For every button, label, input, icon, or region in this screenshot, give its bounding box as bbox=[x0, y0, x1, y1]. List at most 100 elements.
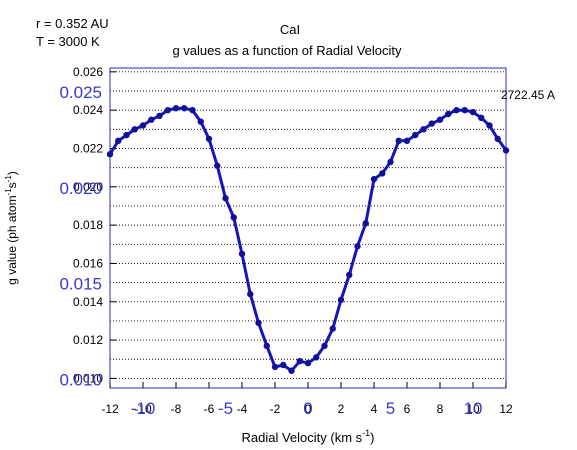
data-point bbox=[156, 112, 163, 120]
x-axis-ticks: -12 -10 -8 -6 -4 -2 0 2 4 6 8 10 12 bbox=[101, 382, 513, 416]
data-point bbox=[461, 106, 468, 114]
y-axis-label-close: ) bbox=[5, 171, 19, 175]
x-axis-label-close: ) bbox=[370, 430, 374, 445]
y-tick-label: 0.010 bbox=[73, 371, 103, 385]
y-axis-label-sup: -1 bbox=[4, 188, 13, 196]
data-point bbox=[362, 220, 369, 227]
data-point bbox=[337, 296, 345, 304]
chart-subtitle: g values as a function of Radial Velocit… bbox=[172, 43, 402, 58]
data-point bbox=[263, 342, 270, 350]
data-point bbox=[478, 114, 485, 122]
data-point bbox=[123, 131, 130, 139]
y-tick-label: 0.012 bbox=[73, 333, 103, 347]
data-point bbox=[288, 367, 295, 374]
data-point bbox=[412, 131, 419, 139]
x-tick-label: -8 bbox=[171, 402, 182, 416]
data-point bbox=[354, 243, 361, 250]
x-tick-label: 10 bbox=[466, 402, 480, 416]
data-point bbox=[486, 122, 493, 129]
series-markers bbox=[106, 105, 510, 374]
data-point bbox=[115, 137, 122, 145]
data-point bbox=[296, 357, 303, 365]
data-point bbox=[131, 126, 138, 133]
chart-title: CaI bbox=[280, 22, 300, 37]
data-point bbox=[106, 151, 114, 158]
overlay-y-tick-label: 0.010 bbox=[59, 370, 102, 389]
data-point bbox=[148, 116, 155, 123]
data-point bbox=[181, 105, 188, 112]
data-point bbox=[139, 122, 147, 129]
data-point bbox=[271, 363, 279, 371]
x-axis-label: Radial Velocity (km s-1) bbox=[241, 428, 374, 445]
data-point bbox=[453, 106, 460, 114]
data-point bbox=[189, 106, 196, 114]
data-point bbox=[420, 126, 427, 133]
x-axis-label-text: Radial Velocity (km s bbox=[241, 430, 362, 445]
overlay-y-tick-label: 0.025 bbox=[59, 83, 102, 102]
data-point bbox=[329, 325, 336, 332]
data-point bbox=[205, 135, 213, 143]
overlay-x-tick-label: 0 bbox=[303, 399, 312, 418]
wavelength-annotation: 2722.45 A bbox=[501, 88, 555, 102]
data-point bbox=[164, 106, 171, 114]
data-point bbox=[395, 137, 402, 145]
x-tick-label: -12 bbox=[101, 402, 119, 416]
temperature-annotation: T = 3000 K bbox=[36, 34, 100, 49]
data-point bbox=[387, 158, 394, 166]
y-axis-ticks: 0.010 0.012 0.014 0.016 0.018 0.020 0.022 0.024… bbox=[73, 65, 116, 385]
y-tick-label: 0.024 bbox=[73, 103, 103, 117]
overlay-x-tick-label: 5 bbox=[386, 399, 395, 418]
data-point bbox=[247, 290, 254, 298]
y-tick-label: 0.026 bbox=[73, 65, 103, 79]
data-point bbox=[304, 359, 312, 367]
data-point bbox=[379, 170, 386, 177]
data-point bbox=[238, 250, 246, 258]
y-tick-label: 0.014 bbox=[73, 295, 103, 309]
series-line bbox=[108, 106, 508, 373]
data-point bbox=[321, 342, 328, 350]
overlay-axis-ticks: 0.010 0.015 0.020 0.025 -10 -5 0 5 10 bbox=[59, 83, 482, 418]
data-point bbox=[222, 195, 229, 202]
x-tick-label: 4 bbox=[371, 402, 378, 416]
y-axis-label: g value (ph atom-1s-1) bbox=[4, 171, 19, 285]
data-point bbox=[445, 110, 452, 118]
x-tick-label: 12 bbox=[499, 402, 513, 416]
overlay-y-tick-label: 0.020 bbox=[59, 179, 102, 198]
data-point bbox=[469, 108, 477, 116]
x-tick-label: 8 bbox=[437, 402, 444, 416]
data-point bbox=[502, 147, 510, 154]
distance-annotation: r = 0.352 AU bbox=[36, 16, 109, 31]
y-tick-label: 0.022 bbox=[73, 141, 103, 155]
grid-lines bbox=[110, 71, 506, 379]
data-point bbox=[255, 319, 262, 327]
x-tick-label: 2 bbox=[338, 402, 345, 416]
y-tick-label: 0.018 bbox=[73, 218, 103, 232]
data-point bbox=[428, 120, 435, 127]
series-line-layer bbox=[108, 106, 508, 373]
data-point bbox=[436, 116, 444, 123]
x-tick-label: -2 bbox=[270, 402, 281, 416]
y-axis-label-mid: s bbox=[5, 182, 19, 188]
data-point bbox=[346, 271, 353, 279]
x-tick-label: -6 bbox=[204, 402, 215, 416]
overlay-x-tick-label: -5 bbox=[218, 399, 233, 418]
data-point bbox=[172, 105, 180, 112]
overlay-x-tick-label: 10 bbox=[464, 399, 483, 418]
x-axis-label-sup: -1 bbox=[362, 428, 370, 438]
y-tick-label: 0.020 bbox=[73, 180, 103, 194]
data-point bbox=[230, 214, 237, 221]
y-tick-label: 0.016 bbox=[73, 256, 103, 270]
data-point bbox=[313, 354, 320, 361]
overlay-y-tick-label: 0.015 bbox=[59, 275, 102, 294]
x-tick-label: 0 bbox=[305, 402, 312, 416]
data-point bbox=[494, 135, 501, 143]
data-point bbox=[403, 137, 411, 145]
overlay-x-tick-label: -10 bbox=[131, 399, 156, 418]
x-tick-label: -4 bbox=[237, 402, 248, 416]
data-point bbox=[280, 361, 287, 369]
y-axis-label-text: g value (ph atom bbox=[5, 195, 19, 284]
y-axis-label-sup2: -1 bbox=[4, 175, 13, 183]
data-point bbox=[197, 118, 204, 125]
